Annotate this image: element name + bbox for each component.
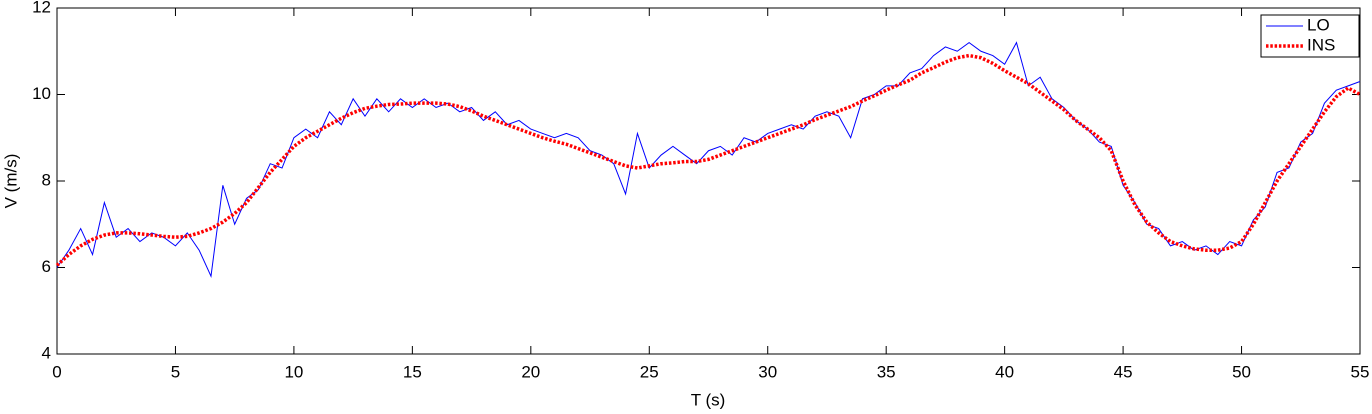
series-line — [55, 53, 1361, 267]
y-tick-label: 6 — [42, 257, 51, 276]
x-tick-label: 30 — [758, 362, 777, 381]
x-tick-label: 10 — [284, 362, 303, 381]
x-tick-label: 5 — [171, 362, 180, 381]
x-tick-label: 15 — [403, 362, 422, 381]
y-tick-label: 10 — [32, 84, 51, 103]
y-axis-label: V (m/s) — [1, 154, 20, 209]
x-tick-label: 45 — [1114, 362, 1133, 381]
legend-label: INS — [1307, 35, 1335, 54]
x-tick-label: 40 — [995, 362, 1014, 381]
x-tick-label: 50 — [1232, 362, 1251, 381]
x-tick-label: 55 — [1351, 362, 1370, 381]
x-tick-label: 35 — [877, 362, 896, 381]
plot-frame — [56, 7, 1361, 355]
y-tick-label: 12 — [32, 0, 51, 16]
y-tick-label: 8 — [42, 170, 51, 189]
x-tick-label: 0 — [52, 362, 61, 381]
x-axis-label: T (s) — [691, 390, 726, 409]
legend-label: LO — [1307, 15, 1330, 34]
x-tick-label: 25 — [640, 362, 659, 381]
legend-box — [1260, 14, 1360, 58]
y-tick-label: 4 — [42, 343, 51, 362]
x-tick-label: 20 — [521, 362, 540, 381]
